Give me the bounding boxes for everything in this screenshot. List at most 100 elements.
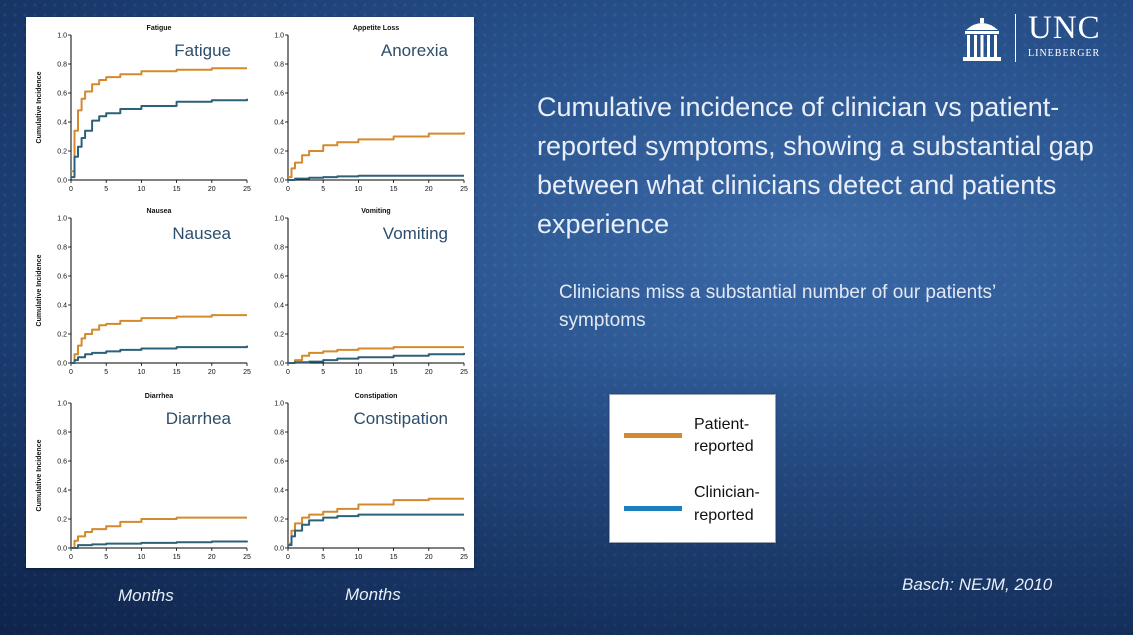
chart-5-title: Diarrhea [166, 409, 232, 428]
chart-4-x-tick-label: 15 [390, 369, 398, 376]
chart-3-title: Nausea [172, 224, 231, 243]
chart-4-x-tick-label: 5 [321, 369, 325, 376]
chart-2-x-tick-label: 0 [286, 186, 290, 193]
chart-5-y-tick-label: 0.0 [57, 546, 67, 553]
figure-panel: 0.0 0.2 0.4 0.6 0.8 1.0 0 5 10 15 20 25 Fatigue Fatig… [26, 17, 474, 568]
chart-4-y-tick-label: 1.0 [274, 216, 284, 223]
chart-3-y-tick-label: 1.0 [57, 216, 67, 223]
chart-3-x-tick-label: 0 [69, 369, 73, 376]
chart-1-y-tick-label: 1.0 [57, 33, 67, 40]
chart-1-x-tick-label: 25 [243, 186, 251, 193]
chart-3-small-title: Nausea [147, 208, 172, 215]
chart-1-x-tick-label: 5 [104, 186, 108, 193]
chart-3-x-tick-label: 5 [104, 369, 108, 376]
chart-3-y-tick-label: 0.4 [57, 303, 67, 310]
charts-svg: 0.0 0.2 0.4 0.6 0.8 1.0 0 5 10 15 20 25 Fatigue Fatig… [36, 25, 468, 561]
chart-6-x-tick-label: 5 [321, 554, 325, 561]
legend-swatch-patient [624, 433, 682, 438]
chart-6-small-title: Constipation [355, 393, 398, 400]
chart-1-y-tick-label: 0.0 [57, 178, 67, 185]
chart-4-x-tick-label: 20 [425, 369, 433, 376]
chart-4-patient-reported-line [288, 346, 464, 364]
chart-1-patient-reported-line [71, 67, 247, 173]
chart-1-title: Fatigue [174, 41, 231, 60]
chart-3-x-tick-label: 15 [173, 369, 181, 376]
chart-1-x-tick-label: 15 [173, 186, 181, 193]
logo-name: UNC [1028, 10, 1101, 46]
chart-4-title: Vomiting [383, 224, 448, 243]
old-well-icon [963, 18, 1001, 61]
chart-4-x-tick-label: 0 [286, 369, 290, 376]
chart-3-y-tick-label: 0.6 [57, 274, 67, 281]
chart-3-y-label: Cumulative Incidence [36, 254, 43, 326]
chart-5-y-tick-label: 1.0 [57, 401, 67, 408]
chart-6-title: Constipation [353, 409, 448, 428]
chart-2-title: Anorexia [381, 41, 449, 60]
chart-4-y-tick-label: 0.4 [274, 303, 284, 310]
chart-6-y-tick-label: 0.2 [274, 517, 284, 524]
chart-4-y-tick-label: 0.8 [274, 245, 284, 252]
chart-2-x-tick-label: 20 [425, 186, 433, 193]
chart-6-x-tick-label: 10 [355, 554, 363, 561]
chart-1-small-title: Fatigue [147, 25, 172, 32]
chart-5-y-tick-label: 0.8 [57, 430, 67, 437]
chart-2-y-tick-label: 0.2 [274, 149, 284, 156]
chart-2-y-tick-label: 0.6 [274, 91, 284, 98]
x-axis-caption-left: Months [118, 586, 174, 605]
chart-5-x-tick-label: 20 [208, 554, 216, 561]
chart-4-small-title: Vomiting [361, 208, 390, 215]
chart-4-x-tick-label: 10 [355, 369, 363, 376]
chart-2-x-tick-label: 25 [460, 186, 468, 193]
chart-3-x-tick-label: 25 [243, 369, 251, 376]
chart-5-y-label: Cumulative Incidence [36, 439, 43, 511]
chart-2-clinician-reported-line [288, 174, 464, 181]
chart-4-y-tick-label: 0.2 [274, 332, 284, 339]
chart-1-x-tick-label: 20 [208, 186, 216, 193]
legend-label-patient-line1: Patient- [694, 416, 750, 433]
unc-lineberger-logo: UNC LINEBERGER [960, 10, 1120, 64]
chart-2-patient-reported-line [288, 132, 465, 179]
chart-1-x-tick-label: 0 [69, 186, 73, 193]
chart-4-y-tick-label: 0.0 [274, 361, 284, 368]
legend-label-clinician-line2: reported [694, 507, 754, 524]
chart-5-small-title: Diarrhea [145, 393, 174, 400]
chart-6-patient-reported-line [288, 497, 464, 545]
chart-5-patient-reported-line [71, 516, 247, 549]
chart-1-clinician-reported-line [71, 98, 248, 179]
legend-label-clinician-line1: Clinician- [694, 484, 760, 501]
chart-5-x-tick-label: 5 [104, 554, 108, 561]
chart-1-y-label: Cumulative Incidence [36, 71, 43, 143]
chart-1-y-tick-label: 0.6 [57, 91, 67, 98]
chart-2-y-tick-label: 0.8 [274, 62, 284, 69]
chart-2-y-tick-label: 1.0 [274, 33, 284, 40]
chart-2-x-tick-label: 10 [355, 186, 363, 193]
chart-3-patient-reported-line [71, 314, 247, 364]
chart-3-y-tick-label: 0.2 [57, 332, 67, 339]
legend-box: Patient- reported Clinician- reported [609, 394, 776, 543]
citation: Basch: NEJM, 2010 [902, 575, 1053, 594]
chart-5-x-tick-label: 15 [173, 554, 181, 561]
legend-label-patient-line2: reported [694, 438, 754, 455]
chart-6-y-tick-label: 0.8 [274, 430, 284, 437]
chart-6-x-tick-label: 15 [390, 554, 398, 561]
chart-4-clinician-reported-line [288, 352, 465, 364]
chart-2-x-tick-label: 5 [321, 186, 325, 193]
chart-2-y-tick-label: 0.4 [274, 120, 284, 127]
chart-2-x-tick-label: 15 [390, 186, 398, 193]
chart-1-x-tick-label: 10 [138, 186, 146, 193]
chart-5-x-tick-label: 0 [69, 554, 73, 561]
chart-2-y-tick-label: 0.0 [274, 178, 284, 185]
chart-3-x-tick-label: 20 [208, 369, 216, 376]
chart-5-x-tick-label: 10 [138, 554, 146, 561]
chart-1-y-tick-label: 0.2 [57, 149, 67, 156]
chart-6-y-tick-label: 0.4 [274, 488, 284, 495]
logo-divider [1015, 14, 1016, 62]
chart-6-x-tick-label: 25 [460, 554, 468, 561]
chart-2-small-title: Appetite Loss [353, 25, 399, 32]
chart-5-y-tick-label: 0.2 [57, 517, 67, 524]
chart-6-y-tick-label: 0.0 [274, 546, 284, 553]
chart-1-y-tick-label: 0.8 [57, 62, 67, 69]
chart-6-y-tick-label: 0.6 [274, 459, 284, 466]
legend-swatch-clinician [624, 506, 682, 511]
chart-3-y-tick-label: 0.8 [57, 245, 67, 252]
